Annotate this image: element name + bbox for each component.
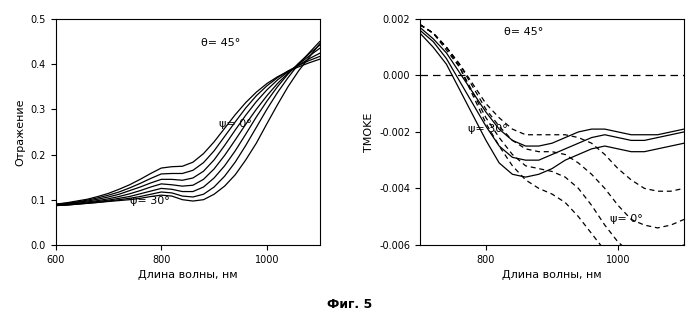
- Text: ψ= 30°: ψ= 30°: [468, 124, 507, 134]
- Y-axis label: TMOKE: TMOKE: [363, 112, 373, 152]
- Text: Фиг. 5: Фиг. 5: [327, 298, 372, 311]
- X-axis label: Длина волны, нм: Длина волны, нм: [502, 270, 602, 280]
- Text: θ= 45°: θ= 45°: [201, 38, 240, 48]
- X-axis label: Длина волны, нм: Длина волны, нм: [138, 270, 238, 280]
- Y-axis label: Отражение: Отражение: [15, 98, 25, 166]
- Text: ψ= 30°: ψ= 30°: [129, 196, 169, 206]
- Text: ψ= 0°: ψ= 0°: [219, 119, 252, 129]
- Text: θ= 45°: θ= 45°: [505, 27, 544, 37]
- Text: ψ= 0°: ψ= 0°: [610, 214, 643, 224]
